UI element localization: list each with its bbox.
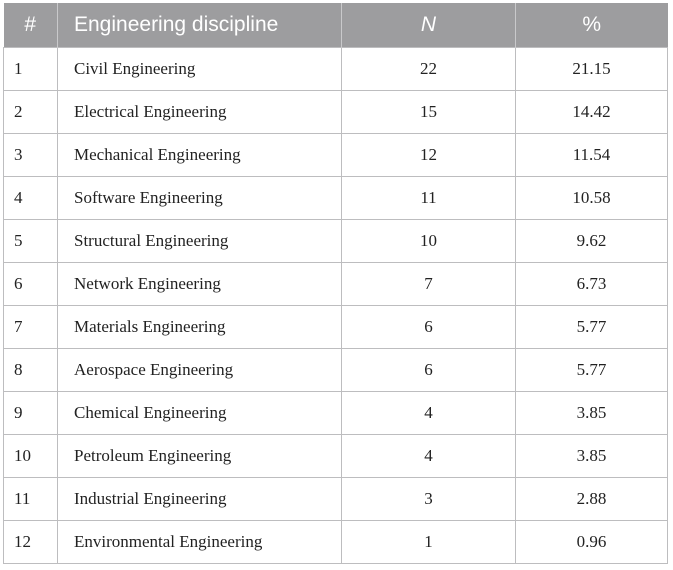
- cell-percent: 5.77: [515, 348, 668, 392]
- discipline-table: # Engineering discipline N % 1 Civil Engi…: [3, 3, 668, 564]
- cell-number: 9: [3, 391, 58, 435]
- table-row: 8 Aerospace Engineering 6 5.77: [3, 348, 668, 392]
- cell-percent: 2.88: [515, 477, 668, 521]
- table-row: 2 Electrical Engineering 15 14.42: [3, 90, 668, 134]
- table-header: # Engineering discipline N %: [3, 3, 668, 48]
- table-row: 11 Industrial Engineering 3 2.88: [3, 477, 668, 521]
- cell-number: 11: [3, 477, 58, 521]
- cell-percent: 5.77: [515, 305, 668, 349]
- cell-count: 11: [341, 176, 516, 220]
- cell-discipline: Software Engineering: [57, 176, 342, 220]
- cell-percent: 6.73: [515, 262, 668, 306]
- cell-discipline: Civil Engineering: [57, 47, 342, 91]
- cell-count: 10: [341, 219, 516, 263]
- cell-discipline: Petroleum Engineering: [57, 434, 342, 478]
- table-row: 4 Software Engineering 11 10.58: [3, 176, 668, 220]
- cell-percent: 3.85: [515, 434, 668, 478]
- cell-discipline: Environmental Engineering: [57, 520, 342, 564]
- cell-number: 1: [3, 47, 58, 91]
- cell-count: 4: [341, 391, 516, 435]
- cell-percent: 0.96: [515, 520, 668, 564]
- table-container: # Engineering discipline N % 1 Civil Engi…: [3, 3, 668, 564]
- cell-number: 7: [3, 305, 58, 349]
- cell-discipline: Materials Engineering: [57, 305, 342, 349]
- cell-percent: 10.58: [515, 176, 668, 220]
- cell-count: 6: [341, 348, 516, 392]
- cell-discipline: Industrial Engineering: [57, 477, 342, 521]
- cell-number: 12: [3, 520, 58, 564]
- cell-number: 10: [3, 434, 58, 478]
- header-percent: %: [515, 3, 668, 48]
- table-row: 6 Network Engineering 7 6.73: [3, 262, 668, 306]
- cell-discipline: Network Engineering: [57, 262, 342, 306]
- cell-number: 6: [3, 262, 58, 306]
- table-body: 1 Civil Engineering 22 21.15 2 Electrical Eng…: [3, 47, 668, 564]
- header-number: #: [3, 3, 58, 48]
- cell-count: 3: [341, 477, 516, 521]
- table-row: 1 Civil Engineering 22 21.15: [3, 47, 668, 91]
- header-row: # Engineering discipline N %: [3, 3, 668, 48]
- table-row: 9 Chemical Engineering 4 3.85: [3, 391, 668, 435]
- cell-count: 1: [341, 520, 516, 564]
- cell-number: 4: [3, 176, 58, 220]
- cell-discipline: Chemical Engineering: [57, 391, 342, 435]
- cell-number: 8: [3, 348, 58, 392]
- header-discipline: Engineering discipline: [57, 3, 342, 48]
- cell-count: 4: [341, 434, 516, 478]
- cell-count: 12: [341, 133, 516, 177]
- cell-percent: 3.85: [515, 391, 668, 435]
- cell-discipline: Electrical Engineering: [57, 90, 342, 134]
- table-row: 7 Materials Engineering 6 5.77: [3, 305, 668, 349]
- cell-percent: 14.42: [515, 90, 668, 134]
- cell-discipline: Aerospace Engineering: [57, 348, 342, 392]
- cell-count: 6: [341, 305, 516, 349]
- cell-count: 7: [341, 262, 516, 306]
- cell-count: 22: [341, 47, 516, 91]
- table-row: 10 Petroleum Engineering 4 3.85: [3, 434, 668, 478]
- table-row: 5 Structural Engineering 10 9.62: [3, 219, 668, 263]
- header-count: N: [341, 3, 516, 48]
- cell-count: 15: [341, 90, 516, 134]
- cell-number: 5: [3, 219, 58, 263]
- table-row: 12 Environmental Engineering 1 0.96: [3, 520, 668, 564]
- table-row: 3 Mechanical Engineering 12 11.54: [3, 133, 668, 177]
- cell-discipline: Mechanical Engineering: [57, 133, 342, 177]
- cell-percent: 11.54: [515, 133, 668, 177]
- cell-number: 2: [3, 90, 58, 134]
- cell-number: 3: [3, 133, 58, 177]
- cell-percent: 9.62: [515, 219, 668, 263]
- cell-percent: 21.15: [515, 47, 668, 91]
- cell-discipline: Structural Engineering: [57, 219, 342, 263]
